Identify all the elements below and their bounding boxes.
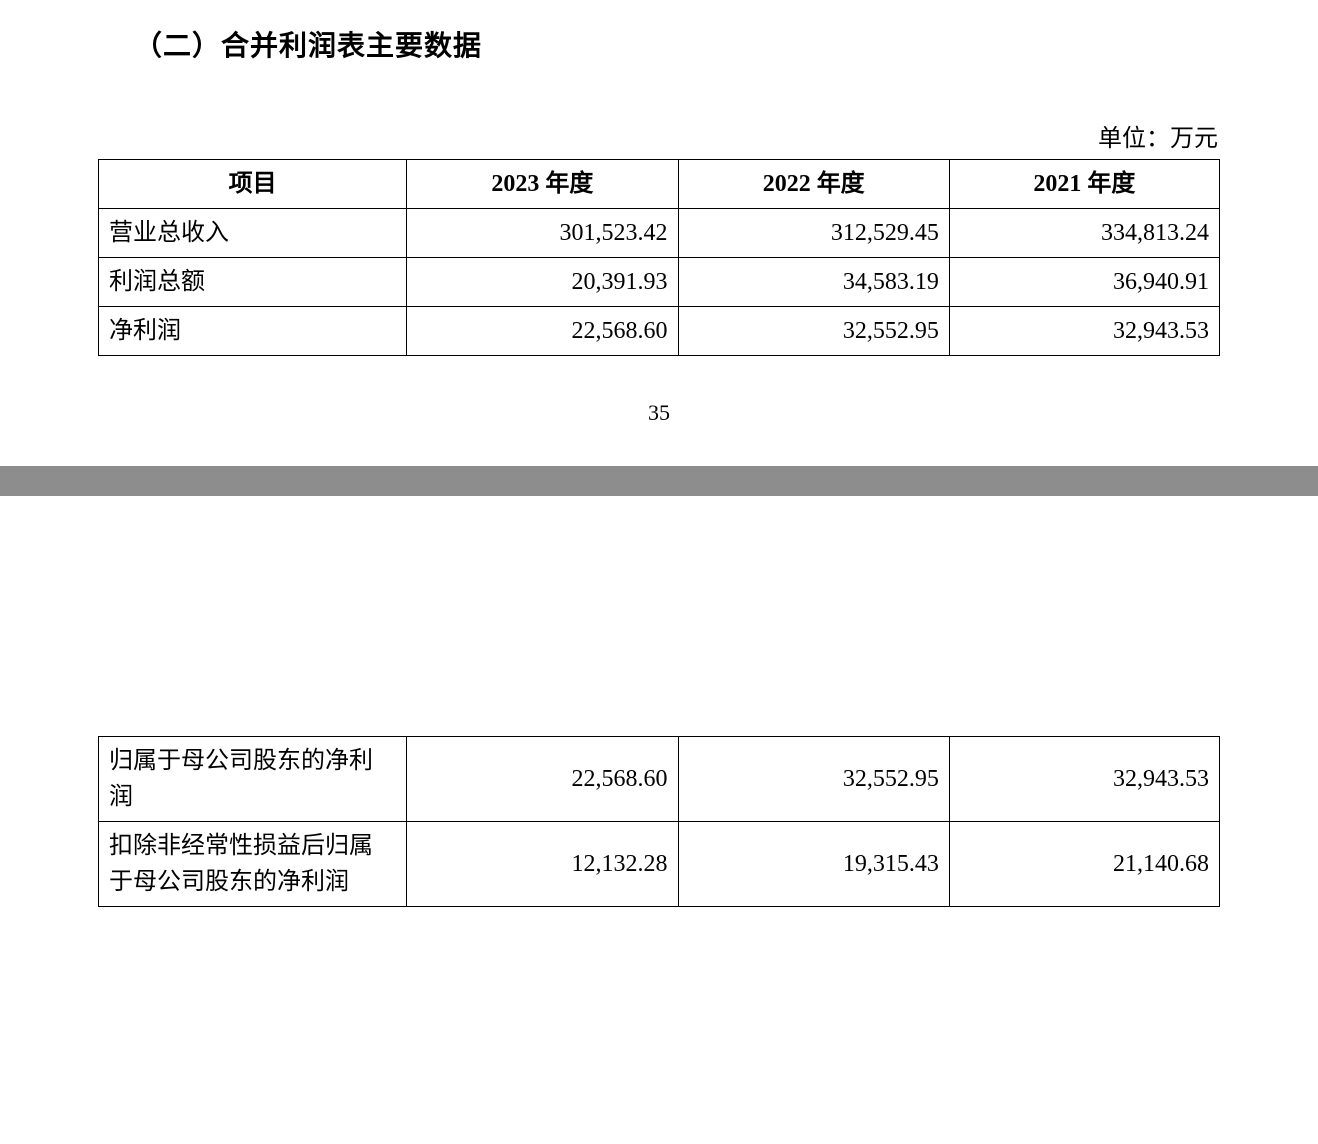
cell-2021: 21,140.68 [949,822,1219,907]
cell-2021: 334,813.24 [949,209,1219,258]
cell-2021: 32,943.53 [949,737,1219,822]
cell-2023: 20,391.93 [407,258,678,307]
table-row: 利润总额 20,391.93 34,583.19 36,940.91 [99,258,1220,307]
page-break-bar [0,466,1318,496]
page-number: 35 [98,400,1220,426]
table-row: 扣除非经常性损益后归属于母公司股东的净利润 12,132.28 19,315.4… [99,822,1220,907]
cell-2023: 22,568.60 [407,307,678,356]
col-header-2021: 2021 年度 [949,160,1219,209]
cell-2021: 32,943.53 [949,307,1219,356]
cell-2022: 32,552.95 [678,737,949,822]
cell-2022: 32,552.95 [678,307,949,356]
unit-label: 单位：万元 [98,118,1220,153]
table-row: 营业总收入 301,523.42 312,529.45 334,813.24 [99,209,1220,258]
table-row: 净利润 22,568.60 32,552.95 32,943.53 [99,307,1220,356]
page-lower: 归属于母公司股东的净利润 22,568.60 32,552.95 32,943.… [0,496,1318,947]
col-header-2023: 2023 年度 [407,160,678,209]
row-label: 营业总收入 [99,209,407,258]
table-row: 归属于母公司股东的净利润 22,568.60 32,552.95 32,943.… [99,737,1220,822]
income-statement-table-bottom: 归属于母公司股东的净利润 22,568.60 32,552.95 32,943.… [98,736,1220,907]
cell-2023: 301,523.42 [407,209,678,258]
cell-2021: 36,940.91 [949,258,1219,307]
col-header-2022: 2022 年度 [678,160,949,209]
cell-2022: 19,315.43 [678,822,949,907]
income-statement-table-top: 项目 2023 年度 2022 年度 2021 年度 营业总收入 301,523… [98,159,1220,356]
row-label: 扣除非经常性损益后归属于母公司股东的净利润 [99,822,407,907]
row-label: 归属于母公司股东的净利润 [99,737,407,822]
cell-2023: 12,132.28 [407,822,678,907]
section-heading: （二）合并利润表主要数据 [134,24,1220,64]
col-header-item: 项目 [99,160,407,209]
cell-2022: 34,583.19 [678,258,949,307]
table-header-row: 项目 2023 年度 2022 年度 2021 年度 [99,160,1220,209]
cell-2022: 312,529.45 [678,209,949,258]
row-label: 利润总额 [99,258,407,307]
row-label: 净利润 [99,307,407,356]
cell-2023: 22,568.60 [407,737,678,822]
page-upper: （二）合并利润表主要数据 单位：万元 项目 2023 年度 2022 年度 20… [0,0,1318,466]
